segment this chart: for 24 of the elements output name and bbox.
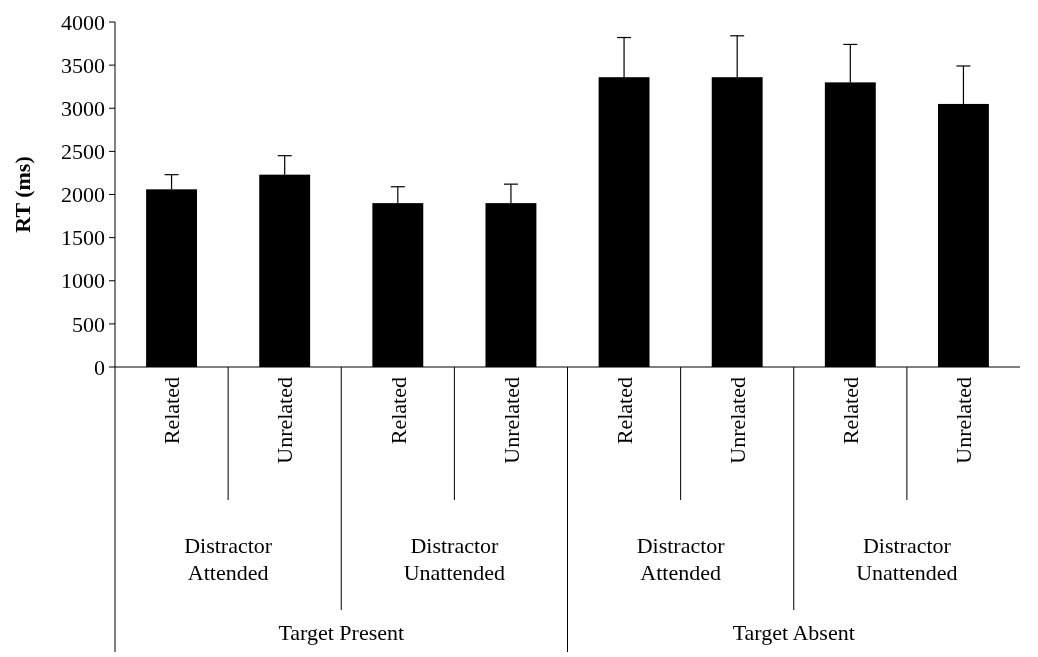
y-axis-title: RT (ms) <box>10 156 35 233</box>
text: Target Present <box>278 620 405 645</box>
y-tick-label: 4000 <box>61 9 105 35</box>
y-tick-label: 2500 <box>61 139 105 165</box>
x-tick-label: Unrelated <box>724 377 750 464</box>
text: Distractor Attended <box>636 533 726 585</box>
y-tick-label: 3500 <box>61 52 105 78</box>
x-tick-label: Unrelated <box>272 377 298 464</box>
x-tick-label: Unrelated <box>951 377 977 464</box>
y-tick-label: 2000 <box>61 182 105 208</box>
x-tick-label: Related <box>838 377 864 445</box>
x-tick-label: Related <box>159 377 185 445</box>
y-tick-label: 0 <box>94 354 105 380</box>
text: Distractor Unattended <box>856 533 958 585</box>
x-tick-label: Unrelated <box>498 377 524 464</box>
x-tick-label: Related <box>385 377 411 445</box>
y-tick-label: 1500 <box>61 225 105 251</box>
text: Distractor Attended <box>184 533 273 585</box>
y-tick-label: 1000 <box>61 268 105 294</box>
x-tick-label: Related <box>611 377 637 445</box>
text: Distractor Unattended <box>403 533 506 585</box>
y-tick-label: 500 <box>72 311 105 337</box>
text: Target Absent <box>732 620 855 645</box>
y-tick-label: 3000 <box>61 95 105 121</box>
